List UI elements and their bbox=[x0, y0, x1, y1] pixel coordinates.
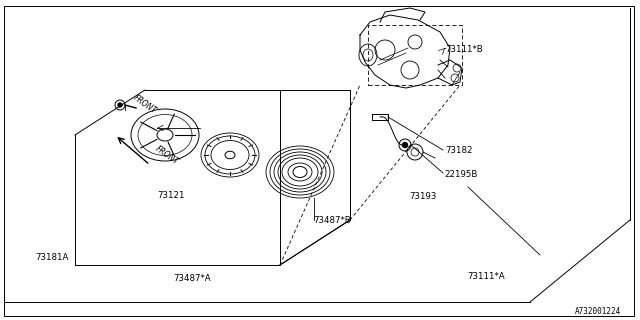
Text: 22195B: 22195B bbox=[445, 170, 478, 179]
Circle shape bbox=[403, 142, 408, 148]
Text: FRONT: FRONT bbox=[131, 93, 157, 115]
Text: 73193: 73193 bbox=[410, 192, 437, 201]
Text: 73111*A: 73111*A bbox=[467, 272, 505, 281]
Text: FRONT: FRONT bbox=[154, 145, 180, 167]
Text: 73487*B: 73487*B bbox=[314, 216, 351, 225]
Text: 73111*B: 73111*B bbox=[445, 45, 483, 54]
Text: A732001224: A732001224 bbox=[575, 307, 621, 316]
Text: 73182: 73182 bbox=[445, 146, 472, 155]
Circle shape bbox=[118, 103, 122, 107]
Text: 73121: 73121 bbox=[157, 191, 184, 200]
Text: 73487*A: 73487*A bbox=[173, 274, 211, 283]
Text: 73181A: 73181A bbox=[35, 253, 68, 262]
